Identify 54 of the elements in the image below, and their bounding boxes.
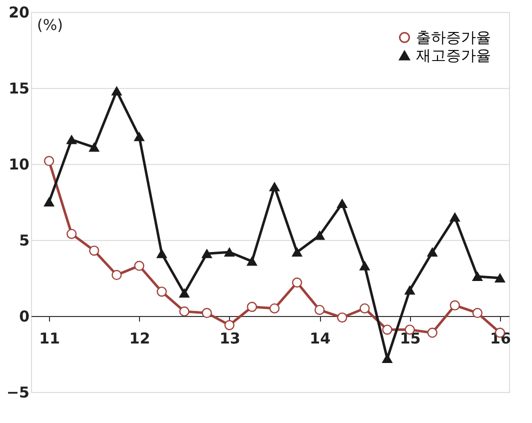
point	[246, 256, 258, 266]
point	[314, 304, 325, 315]
point	[224, 320, 234, 330]
x-tick-label: 13	[219, 330, 240, 348]
point	[224, 248, 234, 257]
point	[404, 286, 415, 295]
legend-label: 재고증가율	[416, 46, 491, 64]
point	[112, 270, 122, 280]
point	[382, 324, 392, 335]
x-tick-label: 14	[310, 330, 331, 348]
point	[246, 302, 258, 312]
point	[427, 328, 438, 338]
point	[156, 249, 167, 258]
point	[450, 300, 460, 310]
point	[66, 135, 77, 144]
point	[337, 312, 348, 323]
point	[269, 303, 280, 314]
point	[134, 132, 144, 142]
point	[337, 199, 348, 208]
point	[89, 142, 100, 152]
y-tick-label: 10	[8, 156, 30, 174]
point	[472, 308, 483, 318]
point	[66, 228, 77, 239]
point	[202, 308, 212, 318]
point	[472, 272, 483, 281]
point	[134, 260, 144, 271]
x-tick-label: 11	[39, 330, 60, 348]
point	[112, 86, 122, 96]
y-tick-label: 0	[19, 308, 30, 326]
point	[202, 249, 212, 258]
point	[44, 156, 54, 166]
point	[44, 198, 54, 206]
y-tick-label: 5	[19, 232, 30, 250]
point	[494, 274, 506, 282]
x-tick-label: 15	[400, 330, 421, 348]
legend-label: 출하증가율	[416, 28, 491, 46]
point	[450, 212, 460, 222]
point	[292, 248, 302, 257]
point	[382, 354, 392, 364]
point	[292, 277, 302, 288]
annotation: (%)	[37, 16, 63, 34]
point	[314, 230, 325, 240]
point	[360, 303, 370, 314]
point	[156, 286, 167, 297]
point	[427, 248, 438, 257]
y-tick-label: −5	[6, 384, 30, 402]
point	[179, 288, 190, 298]
point	[89, 246, 100, 256]
point	[179, 306, 190, 317]
point	[269, 182, 280, 192]
x-tick-label: 12	[129, 330, 150, 348]
point	[360, 261, 370, 270]
y-tick-label: 20	[8, 4, 30, 22]
y-tick-label: 15	[8, 80, 30, 98]
